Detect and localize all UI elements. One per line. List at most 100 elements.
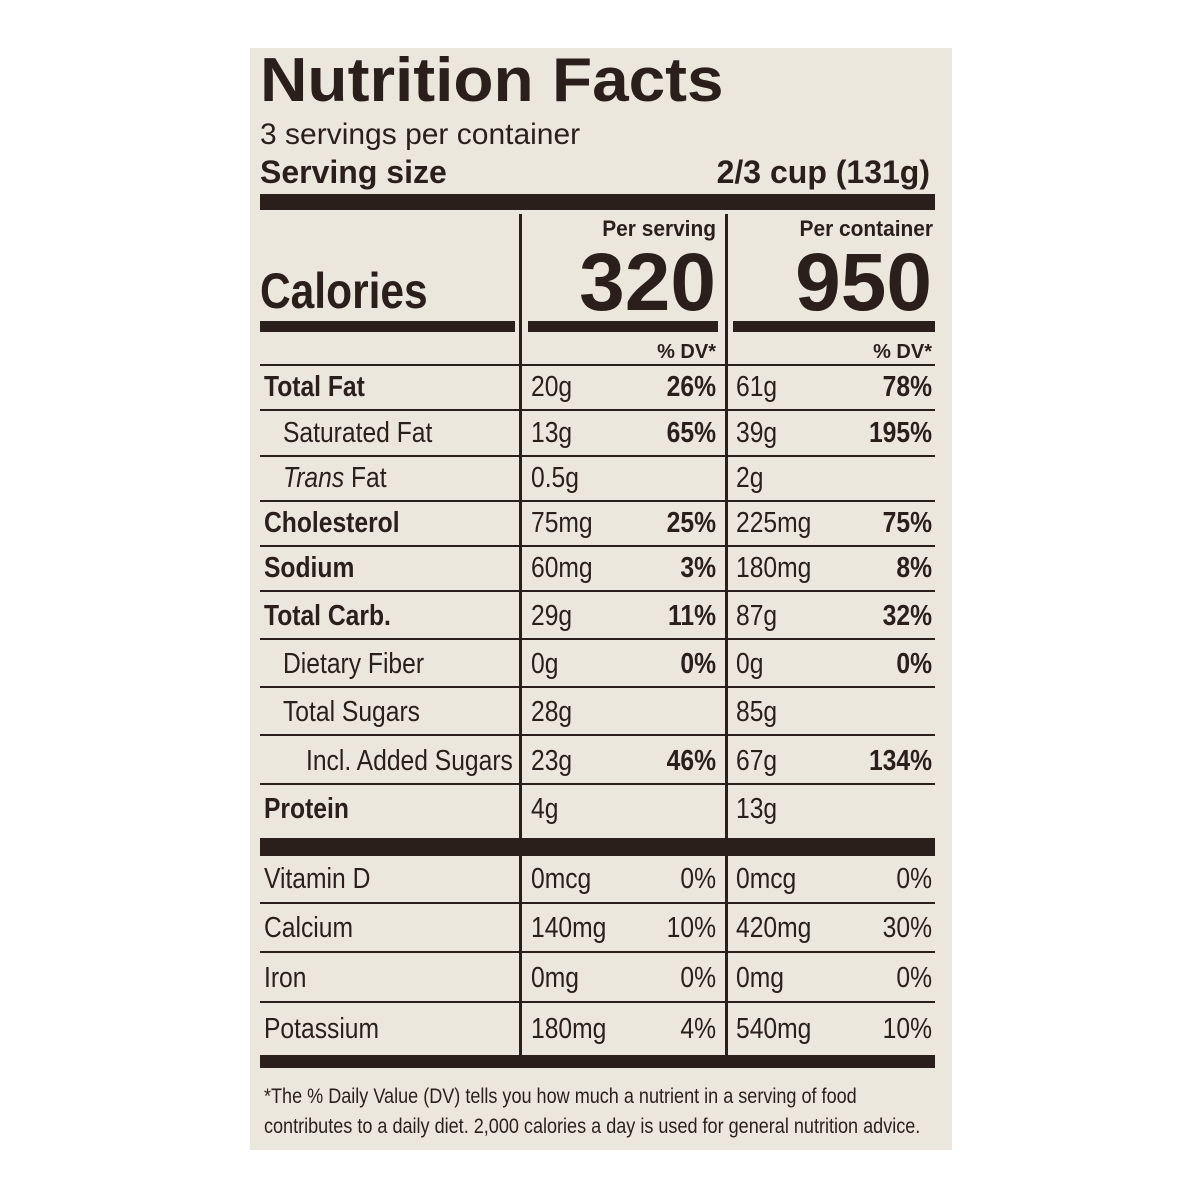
label-background bbox=[250, 48, 952, 1150]
amount: 39g bbox=[736, 416, 777, 448]
amount: 13g bbox=[531, 416, 572, 448]
amount: 420mg bbox=[736, 911, 811, 943]
daily-value: 134% bbox=[869, 744, 932, 776]
amount: 540mg bbox=[736, 1012, 811, 1044]
title: Nutrition Facts bbox=[260, 45, 724, 115]
serving-size-label: Serving size bbox=[260, 154, 447, 190]
daily-value: 11% bbox=[668, 599, 716, 631]
nutrient-name: Saturated Fat bbox=[283, 416, 433, 448]
amount: 28g bbox=[531, 695, 572, 727]
amount: 225mg bbox=[736, 506, 811, 538]
rule bbox=[260, 590, 935, 592]
amount: 2g bbox=[736, 461, 763, 493]
daily-value: 8% bbox=[896, 551, 932, 583]
rule bbox=[725, 214, 728, 1055]
rule bbox=[260, 686, 935, 688]
rule bbox=[260, 545, 935, 547]
daily-value: 26% bbox=[667, 370, 716, 402]
daily-value: 46% bbox=[667, 744, 716, 776]
amount: 13g bbox=[736, 792, 777, 824]
dv-header: % DV* bbox=[657, 341, 716, 363]
nutrient-name: Total Carb. bbox=[264, 599, 391, 631]
rule bbox=[260, 455, 935, 457]
rule bbox=[260, 902, 935, 904]
rule bbox=[260, 500, 935, 502]
rule bbox=[260, 638, 935, 640]
nutrient-name: Dietary Fiber bbox=[283, 647, 424, 679]
servings: 3 servings per container bbox=[260, 118, 580, 151]
amount: 20g bbox=[531, 370, 572, 402]
amount: 0.5g bbox=[531, 461, 579, 493]
daily-value: 3% bbox=[680, 551, 716, 583]
nutrient-name: Total Fat bbox=[264, 370, 365, 402]
rule bbox=[519, 214, 522, 1055]
daily-value: 65% bbox=[667, 416, 716, 448]
column-header: Per serving bbox=[602, 217, 716, 242]
daily-value: 0% bbox=[896, 961, 932, 993]
calories-label: Calories bbox=[260, 263, 428, 319]
rule bbox=[260, 409, 935, 411]
rule bbox=[260, 1055, 935, 1068]
amount: 0g bbox=[531, 647, 558, 679]
amount: 75mg bbox=[531, 506, 593, 538]
amount: 140mg bbox=[531, 911, 606, 943]
vitamin-name: Iron bbox=[264, 961, 306, 993]
daily-value: 0% bbox=[680, 862, 716, 894]
rule bbox=[260, 838, 935, 856]
amount: 0mg bbox=[736, 961, 784, 993]
rule bbox=[260, 364, 935, 366]
amount: 180mg bbox=[531, 1012, 606, 1044]
rule bbox=[528, 321, 718, 332]
rule bbox=[260, 194, 935, 210]
daily-value: 78% bbox=[883, 370, 932, 402]
amount: 4g bbox=[531, 792, 558, 824]
daily-value: 10% bbox=[883, 1012, 932, 1044]
rule bbox=[260, 783, 935, 785]
daily-value: 0% bbox=[896, 647, 932, 679]
nutrient-name: Cholesterol bbox=[264, 506, 400, 538]
amount: 0mcg bbox=[736, 862, 796, 894]
amount: 0mg bbox=[531, 961, 579, 993]
daily-value: 195% bbox=[869, 416, 932, 448]
daily-value: 30% bbox=[883, 911, 932, 943]
amount: 180mg bbox=[736, 551, 811, 583]
calories-value: 950 bbox=[795, 237, 932, 328]
daily-value: 25% bbox=[667, 506, 716, 538]
daily-value: 75% bbox=[883, 506, 932, 538]
daily-value: 0% bbox=[680, 961, 716, 993]
footnote: *The % Daily Value (DV) tells you how mu… bbox=[264, 1085, 857, 1109]
amount: 29g bbox=[531, 599, 572, 631]
amount: 0mcg bbox=[531, 862, 591, 894]
vitamin-name: Calcium bbox=[264, 911, 353, 943]
rule bbox=[260, 951, 935, 953]
daily-value: 0% bbox=[680, 647, 716, 679]
daily-value: 32% bbox=[883, 599, 932, 631]
column-header: Per container bbox=[800, 217, 934, 242]
rule bbox=[260, 321, 515, 332]
nutrient-name: Sodium bbox=[264, 551, 354, 583]
nutrient-name: Incl. Added Sugars bbox=[306, 744, 513, 776]
nutrient-name: Total Sugars bbox=[283, 695, 420, 727]
amount: 23g bbox=[531, 744, 572, 776]
nutrient-name: Protein bbox=[264, 792, 349, 824]
vitamin-name: Vitamin D bbox=[264, 862, 370, 894]
daily-value: 4% bbox=[680, 1012, 716, 1044]
amount: 67g bbox=[736, 744, 777, 776]
rule bbox=[260, 734, 935, 736]
vitamin-name: Potassium bbox=[264, 1012, 379, 1044]
amount: 85g bbox=[736, 695, 777, 727]
amount: 61g bbox=[736, 370, 777, 402]
amount: 0g bbox=[736, 647, 763, 679]
calories-value: 320 bbox=[579, 237, 716, 328]
amount: 60mg bbox=[531, 551, 593, 583]
dv-header: % DV* bbox=[873, 341, 932, 363]
daily-value: 10% bbox=[667, 911, 716, 943]
rule bbox=[260, 1001, 935, 1003]
nutrient-name: Trans Fat bbox=[283, 461, 387, 493]
rule bbox=[733, 321, 935, 332]
footnote: contributes to a daily diet. 2,000 calor… bbox=[264, 1115, 920, 1139]
serving-size-value: 2/3 cup (131g) bbox=[717, 154, 930, 190]
amount: 87g bbox=[736, 599, 777, 631]
